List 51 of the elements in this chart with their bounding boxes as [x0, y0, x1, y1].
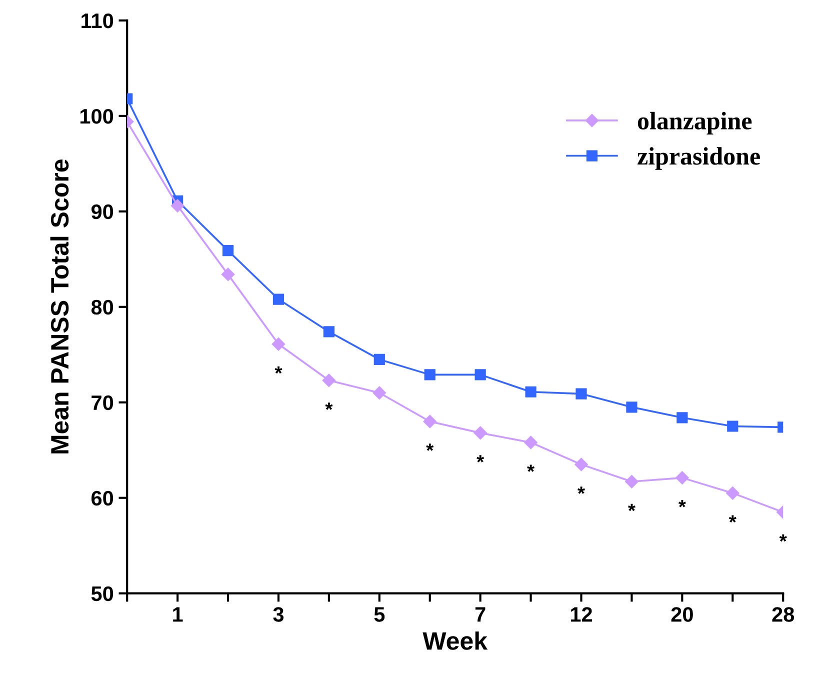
point	[424, 369, 436, 380]
x-tick-label: 12	[570, 607, 592, 622]
x-tick-label: 3	[273, 607, 284, 622]
point	[423, 414, 436, 428]
point	[676, 412, 688, 424]
x-tick-label: 28	[772, 607, 794, 622]
data-label: *	[628, 504, 636, 512]
point	[576, 388, 587, 400]
data-label: *	[325, 402, 333, 410]
point	[626, 402, 638, 413]
point	[726, 486, 740, 500]
y-tick-label: 50	[91, 586, 114, 602]
point	[323, 326, 334, 338]
point	[372, 386, 386, 400]
legend-label: olanzapine	[638, 112, 752, 135]
point	[474, 426, 487, 440]
x-axis-title: Week	[422, 632, 488, 650]
data-label: *	[426, 444, 434, 451]
data-label: *	[274, 366, 282, 374]
point	[574, 458, 588, 472]
y-tick-label: 110	[82, 13, 114, 28]
point	[474, 369, 486, 380]
point	[322, 374, 336, 388]
point	[221, 268, 235, 282]
point	[222, 245, 234, 256]
point	[272, 294, 284, 305]
legend-label: ziprasidone	[637, 147, 760, 170]
y-tick-label: 90	[91, 204, 114, 220]
data-label: *	[476, 455, 484, 462]
point	[727, 420, 738, 432]
x-tick-label: 20	[671, 607, 693, 622]
y-tick-label: 100	[80, 108, 114, 124]
data-label: *	[527, 464, 535, 472]
x-tick-label: 5	[374, 607, 385, 622]
point	[525, 386, 536, 398]
y-tick-label: 80	[91, 300, 114, 315]
x-tick-label: 7	[475, 607, 486, 622]
point	[625, 475, 638, 488]
data-label: *	[779, 534, 787, 542]
y-tick-label: 60	[91, 490, 114, 506]
y-axis-title: Mean PANSS Total Score	[50, 160, 69, 454]
point	[272, 338, 286, 351]
y-tick-label: 70	[92, 395, 114, 410]
data-label: *	[678, 500, 686, 508]
point	[676, 471, 689, 484]
point	[374, 354, 385, 365]
data-label: *	[578, 486, 586, 494]
point	[170, 199, 184, 212]
data-label: *	[728, 515, 736, 523]
x-tick-label: 1	[173, 607, 183, 622]
point	[524, 436, 538, 450]
